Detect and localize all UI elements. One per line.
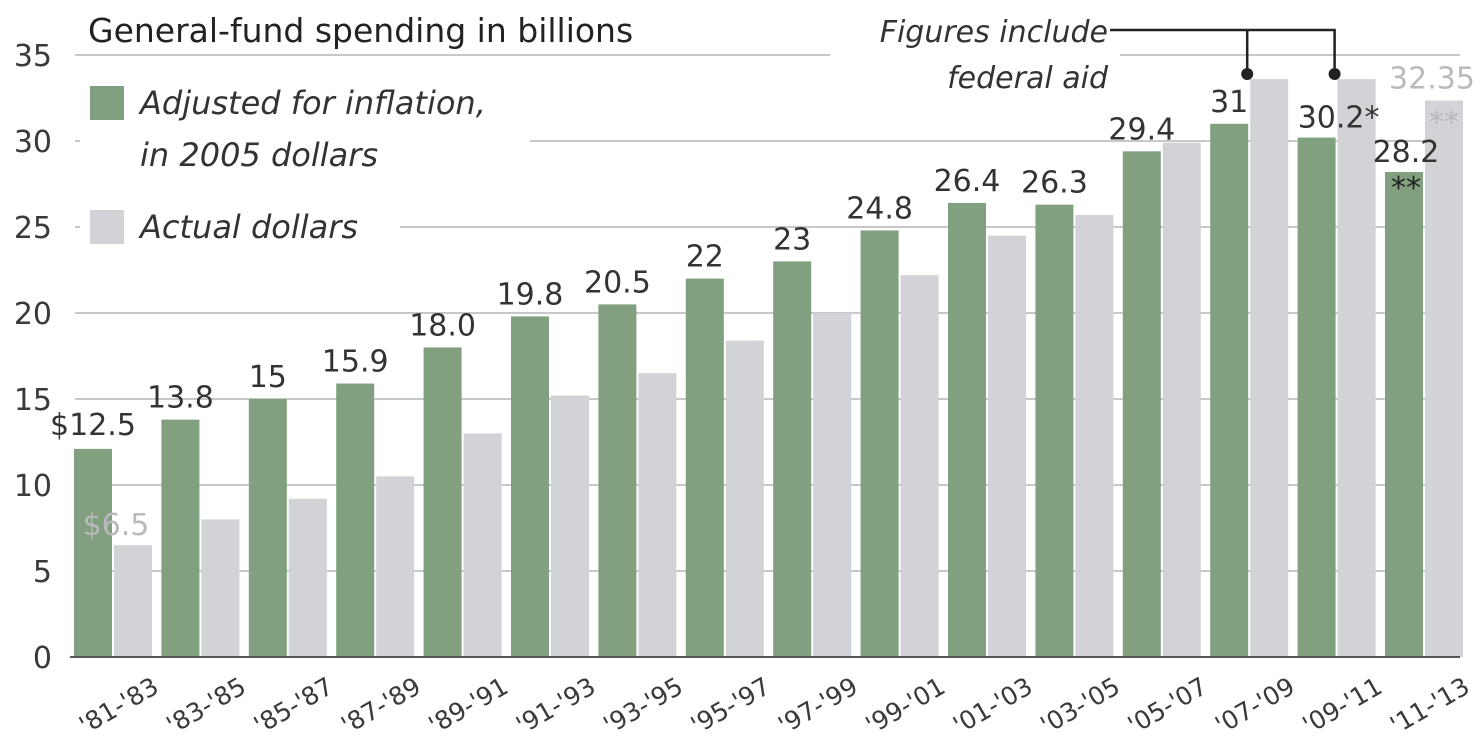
- value-label-adjusted-14: 30.2*: [1298, 101, 1380, 136]
- bar-adjusted-1: [161, 419, 200, 657]
- bar-adjusted-10: [948, 202, 986, 658]
- bar-adjusted-7: [685, 278, 724, 657]
- bar-actual-3: [376, 476, 415, 657]
- value-label-adjusted-5: 19.8: [497, 277, 564, 312]
- bar-adjusted-5: [511, 316, 549, 657]
- value-label-adjusted-0: $12.5: [50, 408, 136, 443]
- y-tick-label-0: 0: [33, 641, 52, 676]
- legend-label-adjusted-line1: Adjusted for inflation,: [138, 84, 486, 122]
- value-label-adjusted-8: 23: [773, 222, 811, 257]
- chart-title: General-fund spending in billions: [88, 11, 633, 50]
- title-backdrop: [82, 8, 762, 52]
- x-tick-label-15: '11-'13: [1385, 671, 1474, 739]
- legend-backdrop-adjusted: [80, 72, 530, 182]
- note-backdrop: [830, 8, 1120, 100]
- y-tick-label-10: 10: [14, 469, 52, 504]
- bar-actual-6: [638, 373, 677, 657]
- bar-actual-7: [725, 340, 764, 657]
- x-tick-label-0: '81-'83: [74, 671, 163, 739]
- x-tick-label-5: '91-'93: [511, 671, 600, 739]
- value-label-adjusted-1: 13.8: [147, 381, 214, 416]
- x-tick-label-7: '95-'97: [686, 671, 775, 739]
- value-label-adjusted-4: 18.0: [409, 308, 476, 343]
- annotation-line1: Figures include: [880, 15, 1108, 50]
- y-tick-label-5: 5: [33, 555, 52, 590]
- asterisk-mark-adjusted: **: [1391, 171, 1421, 206]
- annotation-dot-0911: [1328, 68, 1341, 80]
- x-tick-label-6: '93-'95: [598, 671, 687, 739]
- bar-actual-13: [1250, 79, 1289, 657]
- bar-adjusted-6: [598, 304, 637, 657]
- bar-actual-2: [288, 498, 327, 657]
- value-label-adjusted-2: 15: [249, 360, 287, 395]
- asterisk-mark-actual: **: [1429, 106, 1459, 141]
- bar-adjusted-12: [1122, 151, 1161, 657]
- value-label-adjusted-7: 22: [686, 240, 724, 275]
- annotation-line2: federal aid: [947, 61, 1109, 96]
- y-tick-label-35: 35: [14, 39, 52, 74]
- bar-actual-14: [1337, 79, 1376, 657]
- bar-actual-11: [1075, 214, 1114, 657]
- bar-adjusted-0: [74, 448, 112, 657]
- x-tick-label-12: '05-'07: [1123, 671, 1212, 739]
- bar-actual-9: [900, 275, 939, 657]
- x-tick-label-10: '01-'03: [948, 671, 1037, 739]
- value-labels: $12.5 13.8 15 15.9 18.0 19.8 20.5 22 23 24.8 26.4 2…: [50, 62, 1475, 544]
- value-label-adjusted-15: 28.2: [1373, 135, 1440, 170]
- x-tick-label-3: '87-'89: [336, 671, 425, 739]
- x-tick-label-2: '85-'87: [249, 671, 338, 739]
- y-tick-label-30: 30: [14, 125, 52, 160]
- y-tick-label-15: 15: [14, 383, 52, 418]
- value-label-actual-0: $6.5: [83, 508, 150, 543]
- annotation-leader-line: [1110, 28, 1336, 74]
- x-tick-label-11: '03-'05: [1035, 671, 1124, 739]
- x-tick-label-13: '07-'09: [1210, 671, 1299, 739]
- legend-label-actual: Actual dollars: [138, 208, 358, 246]
- value-label-adjusted-13: 31: [1210, 85, 1248, 120]
- bar-adjusted-9: [860, 230, 899, 657]
- bar-actual-10: [988, 235, 1026, 657]
- annotation-connector: [1110, 28, 1341, 80]
- value-label-adjusted-3: 15.9: [322, 345, 389, 380]
- x-tick-label-9: '99-'01: [861, 671, 950, 739]
- legend-swatch-adjusted: [90, 86, 124, 120]
- bar-actual-0: [114, 545, 152, 657]
- bar-adjusted-8: [773, 261, 812, 657]
- bar-actual-1: [201, 519, 240, 657]
- bar-actual-4: [463, 433, 502, 657]
- legend-backdrop-actual: [80, 200, 400, 252]
- bar-actual-12: [1162, 142, 1201, 658]
- value-label-adjusted-9: 24.8: [846, 191, 913, 226]
- bar-actual-5: [551, 395, 589, 657]
- value-label-adjusted-12: 29.4: [1108, 112, 1175, 147]
- x-tick-label-4: '89-'91: [424, 671, 513, 739]
- x-tick-label-1: '83-'85: [161, 671, 250, 739]
- bar-adjusted-13: [1210, 123, 1249, 658]
- annotation-dot-0709: [1241, 68, 1254, 80]
- bars: [74, 79, 1463, 658]
- bar-adjusted-3: [336, 383, 375, 657]
- value-label-adjusted-11: 26.3: [1021, 166, 1088, 201]
- bar-actual-15: [1425, 100, 1463, 657]
- legend-swatch-actual: [90, 210, 124, 244]
- legend-label-adjusted-line2: in 2005 dollars: [140, 136, 378, 174]
- value-label-adjusted-10: 26.4: [934, 164, 1001, 199]
- bar-adjusted-14: [1297, 137, 1336, 657]
- value-label-actual-15: 32.35: [1389, 62, 1475, 97]
- x-tick-label-14: '09-'11: [1298, 671, 1387, 739]
- x-tick-label-8: '97-'99: [773, 671, 862, 739]
- value-label-adjusted-6: 20.5: [584, 265, 651, 300]
- bar-adjusted-4: [423, 347, 462, 657]
- bar-adjusted-11: [1035, 204, 1074, 657]
- bar-adjusted-15: [1385, 171, 1423, 657]
- bar-adjusted-2: [248, 399, 287, 657]
- bar-actual-8: [813, 313, 852, 657]
- y-tick-label-25: 25: [14, 211, 52, 246]
- y-tick-label-20: 20: [14, 297, 52, 332]
